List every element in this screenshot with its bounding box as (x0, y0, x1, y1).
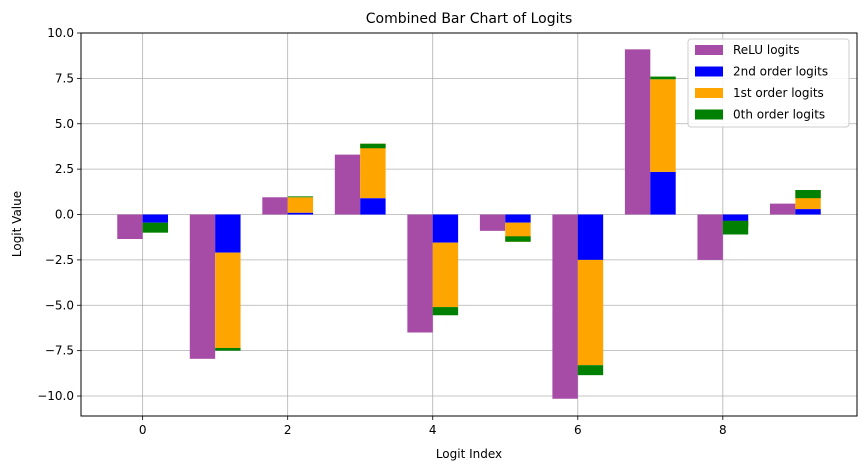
bar-stack-0 (505, 214, 531, 223)
bar-stack-0 (432, 214, 459, 243)
chart-title: Combined Bar Chart of Logits (366, 11, 573, 27)
bar-stack-2 (505, 236, 531, 242)
x-tick-label: 6 (574, 423, 582, 437)
legend-box (687, 38, 850, 128)
bar-relu (479, 214, 506, 231)
legend: ReLU logits 2nd order logits 1st order log… (687, 38, 850, 128)
bar-relu (697, 214, 723, 260)
x-tick-label: 0 (139, 423, 147, 437)
bars (117, 49, 821, 399)
bar-stack-2 (215, 347, 241, 351)
y-tick-label: 7.5 (55, 71, 74, 85)
bar-stack-1 (650, 79, 676, 172)
bar-stack-2 (577, 365, 604, 376)
plot-frame (80, 32, 858, 417)
legend-swatch (695, 66, 723, 77)
y-tick-label: 5.0 (55, 117, 74, 131)
legend-swatch (695, 45, 723, 55)
bar-stack-0 (650, 171, 676, 215)
y-tick-label: 10.0 (47, 26, 74, 40)
bar-stack-0 (577, 214, 604, 260)
bar-stack-2 (360, 143, 386, 149)
bar-stack-2 (722, 220, 749, 235)
y-tick-label: −7.5 (45, 344, 74, 358)
bar-relu (189, 214, 216, 359)
bar-stack-1 (215, 252, 241, 348)
bar-stack-2 (287, 196, 314, 198)
bar-stack-0 (360, 198, 386, 215)
y-axis-ticks: −10.0 −7.5 −5.0 −2.5 0.0 2.5 5.0 7.5 10.0 (37, 26, 81, 403)
x-axis-ticks: 0 2 4 6 8 (139, 416, 727, 437)
legend-label: 1st order logits (733, 86, 824, 100)
bar-stack-0 (215, 214, 241, 253)
x-tick-label: 2 (284, 423, 292, 437)
bar-stack-0 (795, 209, 821, 215)
bar-relu (334, 154, 361, 215)
bar-relu (552, 214, 578, 399)
bar-stack-0 (142, 214, 169, 223)
x-tick-label: 4 (429, 423, 437, 437)
x-tick-label: 8 (719, 423, 727, 437)
bar-relu (624, 49, 651, 215)
bar-relu (262, 197, 288, 215)
y-axis-label: Logit Value (10, 191, 24, 257)
bar-stack-1 (577, 259, 604, 366)
bar-stack-2 (795, 190, 821, 199)
y-tick-label: 2.5 (55, 162, 74, 176)
y-tick-label: −5.0 (45, 298, 74, 312)
bar-stack-0 (722, 214, 749, 227)
y-tick-label: 0.0 (55, 208, 74, 222)
legend-swatch (695, 109, 723, 120)
legend-label: 2nd order logits (733, 65, 828, 79)
y-tick-label: −10.0 (37, 389, 74, 403)
bar-stack-2 (432, 307, 459, 316)
y-tick-label: −2.5 (45, 253, 74, 267)
legend-label: ReLU logits (733, 43, 799, 57)
legend-swatch (695, 88, 723, 98)
x-axis-label: Logit Index (436, 447, 502, 461)
bar-relu (769, 203, 796, 215)
legend-label: 0th order logits (733, 108, 825, 122)
bar-relu (407, 214, 433, 333)
bar-relu (117, 214, 143, 240)
bar-stack-1 (432, 242, 459, 308)
bar-stack-0 (287, 212, 314, 215)
bar-stack-1 (360, 143, 386, 199)
bar-stack-2 (650, 76, 676, 80)
bar-stack-1 (287, 197, 314, 213)
bar-stack-2 (142, 222, 169, 233)
